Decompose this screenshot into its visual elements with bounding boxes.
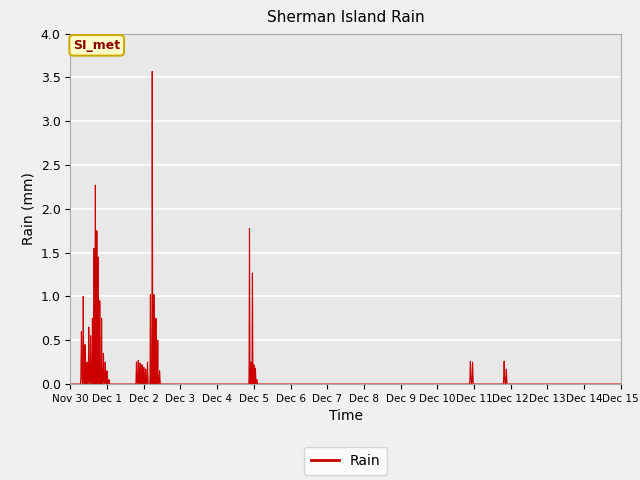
X-axis label: Time: Time [328,409,363,423]
Title: Sherman Island Rain: Sherman Island Rain [267,11,424,25]
Legend: Rain: Rain [304,447,387,475]
Y-axis label: Rain (mm): Rain (mm) [21,172,35,245]
Text: SI_met: SI_met [73,39,120,52]
